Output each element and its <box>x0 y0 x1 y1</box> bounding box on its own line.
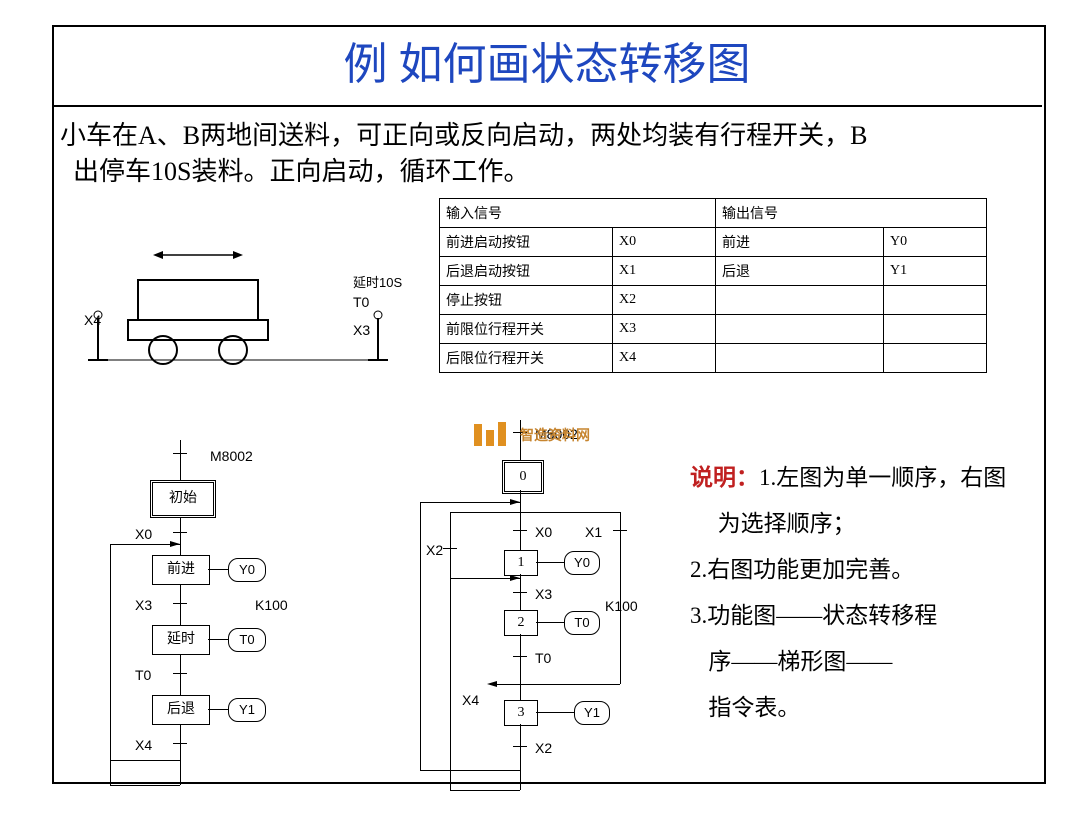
io-cell <box>884 286 987 315</box>
cart-delay-label: 延时10S <box>353 272 402 291</box>
io-cell: 前进启动按钮 <box>440 228 613 257</box>
explanation: 说明：1.左图为单一顺序，右图 为选择顺序； 2.右图功能更加完善。 3.功能图… <box>690 455 1070 731</box>
io-row: 后退启动按钮 X1 后退 Y1 <box>440 257 987 286</box>
trans-x0: X0 <box>135 526 152 542</box>
m8002-label: M8002 <box>210 448 253 464</box>
io-cell: X0 <box>613 228 716 257</box>
io-cell <box>716 315 884 344</box>
io-cell: 后限位行程开关 <box>440 344 613 373</box>
io-row: 后限位行程开关 X4 <box>440 344 987 373</box>
explain-prefix: 说明： <box>690 465 759 490</box>
trans-x4: X4 <box>135 737 152 753</box>
io-cell: 前限位行程开关 <box>440 315 613 344</box>
desc-line1: 小车在A、B两地间送料，可正向或反向启动，两处均装有行程开关，B <box>60 121 867 150</box>
step2: 2 <box>504 610 538 636</box>
io-cell: 停止按钮 <box>440 286 613 315</box>
sfc-right: M8002 0 X0 X1 X2 1 Y0 X3 K100 2 T0 T0 <box>400 420 680 820</box>
io-header-row: 输入信号 输出信号 <box>440 199 987 228</box>
step0: 0 <box>502 460 544 494</box>
sfc-left: M8002 初始 X0 前进 Y0 X3 K100 延时 T0 T0 后退 Y1… <box>100 440 330 810</box>
io-cell: 后退启动按钮 <box>440 257 613 286</box>
io-row: 前进启动按钮 X0 前进 Y0 <box>440 228 987 257</box>
io-cell <box>884 315 987 344</box>
step-forward: 前进 <box>152 555 210 585</box>
step2-out: T0 <box>564 611 600 635</box>
step3: 3 <box>504 700 538 726</box>
step3-out: Y1 <box>574 701 610 725</box>
io-cell: 后退 <box>716 257 884 286</box>
k100-label: K100 <box>255 597 288 613</box>
step3-x4: X4 <box>462 692 479 708</box>
io-cell <box>884 344 987 373</box>
io-cell: Y0 <box>884 228 987 257</box>
explain-l4: 序——梯形图—— <box>708 649 892 674</box>
cart-x3-label: X3 <box>353 322 370 338</box>
out-t0: T0 <box>228 628 266 652</box>
io-header-out: 输出信号 <box>716 199 987 228</box>
explain-l1a: 1.左图为单一顺序，右图 <box>759 465 1006 490</box>
explain-l5: 指令表。 <box>708 695 800 720</box>
out-y0: Y0 <box>228 558 266 582</box>
watermark-icon <box>470 420 518 450</box>
x2-label: X2 <box>426 542 443 558</box>
branch-x0: X0 <box>535 524 552 540</box>
step-initial: 初始 <box>150 480 216 518</box>
step2-trans: T0 <box>535 650 551 666</box>
trans-x3: X3 <box>135 597 152 613</box>
cart-t0-label: T0 <box>353 294 369 310</box>
desc-line2: 出停车10S装料。正向启动，循环工作。 <box>73 157 529 186</box>
cart-diagram: X4 X3 延时10S T0 <box>78 240 408 380</box>
io-cell <box>716 286 884 315</box>
step1-out: Y0 <box>564 551 600 575</box>
arrow-icon <box>170 539 182 551</box>
step1-trans: X3 <box>535 586 552 602</box>
io-cell: X3 <box>613 315 716 344</box>
io-row: 停止按钮 X2 <box>440 286 987 315</box>
explain-l1b: 为选择顺序； <box>718 511 856 536</box>
io-cell: 前进 <box>716 228 884 257</box>
io-cell: X2 <box>613 286 716 315</box>
arrow-icon <box>510 573 522 585</box>
explain-l2: 2.右图功能更加完善。 <box>690 557 914 582</box>
io-table: 输入信号 输出信号 前进启动按钮 X0 前进 Y0 后退启动按钮 X1 后退 Y… <box>439 198 987 373</box>
watermark: 智造资料网 <box>520 425 590 445</box>
io-cell: X4 <box>613 344 716 373</box>
io-cell: X1 <box>613 257 716 286</box>
explain-l3: 3.功能图——状态转移程 <box>690 603 937 628</box>
step-reverse: 后退 <box>152 695 210 725</box>
arrow-icon <box>510 497 522 509</box>
io-header-in: 输入信号 <box>440 199 716 228</box>
io-row: 前限位行程开关 X3 <box>440 315 987 344</box>
page: 例 如何画状态转移图 小车在A、B两地间送料，可正向或反向启动，两处均装有行程开… <box>0 0 1080 810</box>
branch-x1: X1 <box>585 524 602 540</box>
step1-k: K100 <box>605 598 638 614</box>
trans-t0: T0 <box>135 667 151 683</box>
arrow-icon <box>485 679 497 691</box>
description: 小车在A、B两地间送料，可正向或反向启动，两处均装有行程开关，B 出停车10S装… <box>60 118 1040 191</box>
cart-x4-label: X4 <box>84 312 101 328</box>
out-y1: Y1 <box>228 698 266 722</box>
io-cell: Y1 <box>884 257 987 286</box>
step-delay: 延时 <box>152 625 210 655</box>
cart-svg <box>78 240 408 390</box>
io-cell <box>716 344 884 373</box>
page-title: 例 如何画状态转移图 <box>52 25 1042 107</box>
step3-x2: X2 <box>535 740 552 756</box>
